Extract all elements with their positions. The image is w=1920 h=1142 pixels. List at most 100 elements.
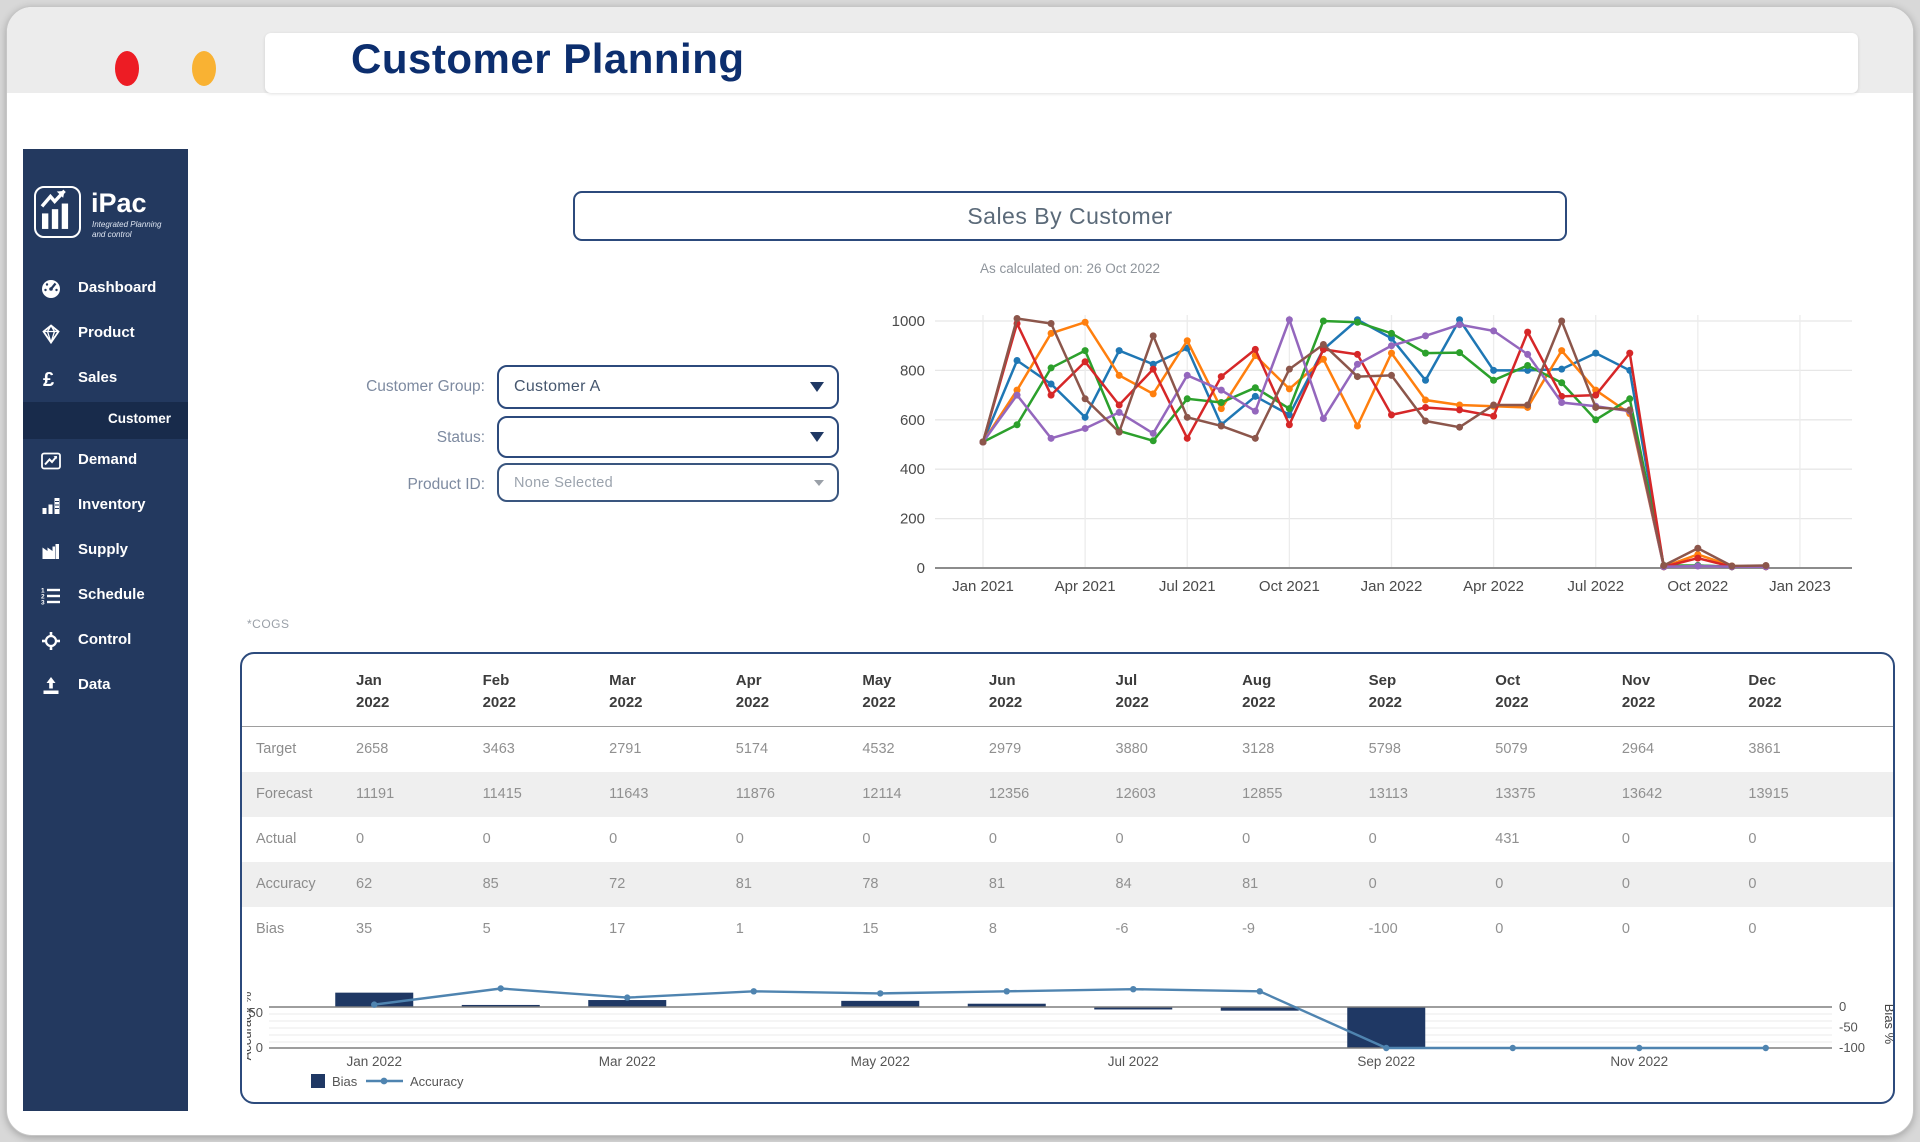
table-row-forecast: Forecast 11191 11415 11643 11876 12114 12356 12… (242, 771, 1893, 817)
sidebar-item-label: Dashboard (78, 279, 157, 296)
table-cell: 11643 (609, 786, 649, 802)
table-cell: 0 (1368, 876, 1377, 892)
sidebar-item-demand[interactable]: Demand (23, 439, 188, 484)
table-cell: 13915 (1748, 786, 1789, 802)
table-cell: -100 (1368, 921, 1398, 937)
sidebar-item-schedule[interactable]: 1 2 3 Schedule (23, 574, 188, 619)
close-window-button[interactable] (115, 51, 139, 86)
table-cell: 78 (862, 876, 879, 892)
table-cell: 13375 (1495, 786, 1536, 802)
svg-text:Jan 2022: Jan 2022 (346, 1054, 402, 1069)
table-cell: 5079 (1495, 741, 1528, 757)
chevron-down-icon (810, 432, 824, 442)
table-cell: 81 (1242, 876, 1259, 892)
sidebar-item-inventory[interactable]: Inventory (23, 484, 188, 529)
minimize-window-button[interactable] (192, 51, 216, 86)
svg-text:Jul 2022: Jul 2022 (1108, 1054, 1159, 1069)
sidebar-item-data[interactable]: Data (23, 664, 188, 709)
table-cell: 0 (1748, 876, 1757, 892)
app-logo: iPac Integrated Planning and control (34, 186, 184, 242)
sidebar-item-label: Sales (78, 369, 118, 386)
svg-text:Nov 2022: Nov 2022 (1610, 1054, 1668, 1069)
svg-text:600: 600 (900, 412, 925, 429)
status-select[interactable] (497, 416, 839, 458)
svg-text:-50: -50 (1839, 1020, 1858, 1035)
svg-text:Apr 2021: Apr 2021 (1055, 578, 1116, 595)
table-cell: 3880 (1115, 741, 1148, 757)
svg-text:3: 3 (41, 600, 45, 607)
sidebar-item-customer[interactable]: Customer (23, 402, 188, 439)
table-row-accuracy: Accuracy 62 85 72 81 78 81 84 81 0 0 0 0 (242, 861, 1893, 907)
svg-text:0: 0 (917, 560, 925, 577)
supply-icon (40, 540, 62, 562)
svg-text:0: 0 (256, 1040, 263, 1055)
svg-text:Sep 2022: Sep 2022 (1357, 1054, 1415, 1069)
sidebar-item-label: Data (78, 676, 111, 693)
svg-text:1000: 1000 (892, 313, 925, 330)
customer-group-value: Customer A (514, 378, 601, 395)
table-cell: 12603 (1115, 786, 1156, 802)
bias-accuracy-chart: 0 50 0 -50 -100 Accuracy % Bias % Jan 2022 Mar 2… (247, 985, 1893, 1089)
table-cell: 4532 (862, 741, 895, 757)
svg-text:Jan 2023: Jan 2023 (1769, 578, 1831, 595)
table-cell: 0 (1621, 921, 1630, 937)
page-title: Sales By Customer (967, 203, 1173, 229)
column-header: Aug 2022 (1242, 672, 1276, 711)
kpi-table-card: Jan 2022 Feb 2022 Mar 2022 Apr 2022 May 2022 Jun 20… (240, 652, 1895, 1104)
table-cell: 11191 (356, 786, 395, 802)
column-header: Feb 2022 (482, 672, 516, 711)
column-header: Mar 2022 (609, 672, 643, 711)
product-icon (40, 323, 62, 345)
table-cell: 84 (1115, 876, 1132, 892)
sidebar-item-control[interactable]: Control (23, 619, 188, 664)
row-label: Forecast (256, 786, 313, 802)
table-row-bias: Bias 35 5 17 1 15 8 -6 -9 -100 0 0 0 (242, 907, 1893, 952)
product-id-select[interactable]: None Selected (497, 463, 839, 502)
sidebar-item-product[interactable]: Product (23, 312, 188, 357)
customer-group-select[interactable]: Customer A (497, 365, 839, 409)
table-cell: 0 (988, 831, 997, 847)
cogs-note: *COGS (247, 617, 290, 631)
sidebar-item-sales[interactable]: £ Sales (23, 357, 188, 402)
sidebar-item-label: Control (78, 631, 132, 648)
sidebar-item-label: Inventory (78, 496, 146, 513)
status-label: Status: (436, 429, 485, 446)
table-cell: 3463 (482, 741, 515, 757)
svg-text:Mar 2022: Mar 2022 (599, 1054, 656, 1069)
svg-text:Apr 2022: Apr 2022 (1463, 578, 1524, 595)
sidebar-item-label: Product (78, 324, 135, 341)
table-cell: 3861 (1748, 741, 1781, 757)
table-cell: 0 (609, 831, 618, 847)
table-cell: 2964 (1621, 741, 1655, 757)
svg-text:Bias: Bias (332, 1074, 358, 1089)
table-cell: 12855 (1242, 786, 1283, 802)
chevron-down-icon (810, 382, 824, 392)
svg-text:Accuracy: Accuracy (410, 1074, 464, 1089)
table-cell: 0 (1495, 921, 1504, 937)
sidebar-item-dashboard[interactable]: Dashboard (23, 267, 188, 312)
table-cell: 0 (356, 831, 365, 847)
table-cell: 0 (1368, 831, 1377, 847)
table-cell: 0 (1621, 876, 1630, 892)
table-cell: 13113 (1368, 786, 1408, 802)
demand-icon (40, 450, 62, 472)
column-header: Dec 2022 (1748, 672, 1782, 711)
column-header: Nov 2022 (1621, 672, 1656, 711)
dashboard-icon (40, 278, 62, 300)
calculated-on-text: As calculated on: 26 Oct 2022 (979, 261, 1161, 276)
svg-text:0: 0 (1839, 999, 1846, 1014)
table-cell: 35 (356, 921, 373, 937)
row-label: Actual (256, 831, 297, 847)
table-cell: 12114 (862, 786, 902, 802)
svg-text:Jan 2022: Jan 2022 (1361, 578, 1423, 595)
svg-text:800: 800 (900, 362, 925, 379)
table-cell: 0 (1748, 921, 1757, 937)
svg-text:Oct 2022: Oct 2022 (1667, 578, 1728, 595)
table-cell: 0 (1115, 831, 1124, 847)
sidebar-item-supply[interactable]: Supply (23, 529, 188, 574)
table-cell: 5174 (735, 741, 769, 757)
table-cell: 11876 (735, 786, 775, 802)
svg-text:Accuracy %: Accuracy % (247, 991, 254, 1060)
table-cell: 2979 (988, 741, 1022, 757)
data-icon (40, 675, 62, 697)
